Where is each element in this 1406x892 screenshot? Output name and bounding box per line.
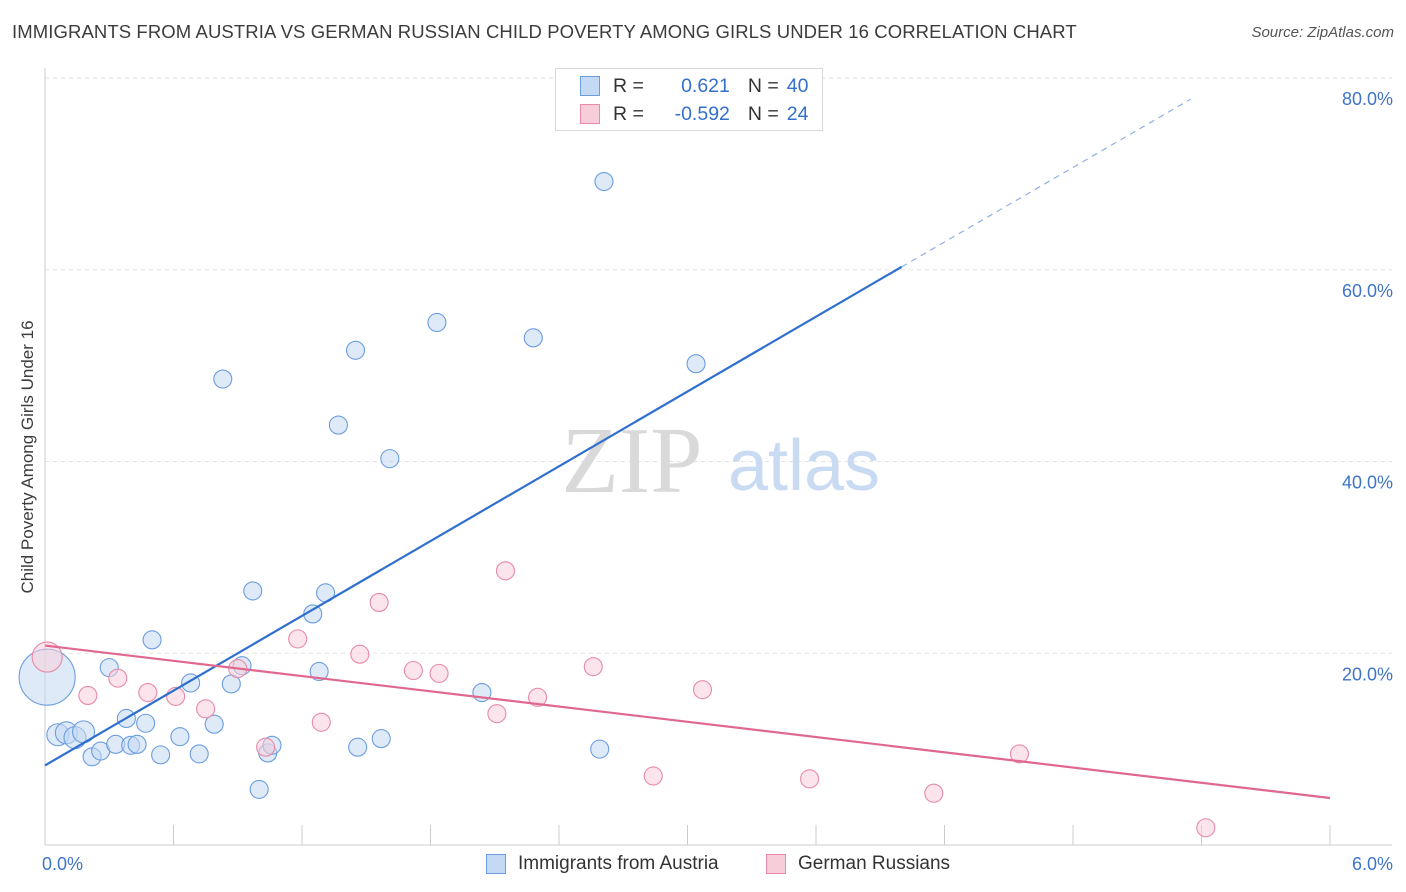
n-label: N = xyxy=(747,74,779,97)
german-russians-point xyxy=(1009,744,1030,764)
n-label: N = xyxy=(747,102,779,125)
y-tick-label: 20.0% xyxy=(1342,664,1393,684)
austria-point xyxy=(213,369,233,389)
german-russians-point xyxy=(528,687,548,707)
german-russians-point xyxy=(583,657,603,677)
data-points xyxy=(18,171,1216,838)
austria-swatch xyxy=(580,76,600,96)
german-russians-point xyxy=(196,699,216,719)
german-russians-point xyxy=(495,561,516,581)
austria-point xyxy=(348,737,368,757)
source-label: Source: ZipAtlas.com xyxy=(1251,24,1394,41)
watermark-atlas: atlas xyxy=(728,426,880,506)
chart-title: IMMIGRANTS FROM AUSTRIA VS GERMAN RUSSIA… xyxy=(12,21,1077,42)
austria-point xyxy=(380,449,400,469)
stats-row-german-russians: R = -0.592 N = 24 xyxy=(580,101,808,127)
austria-point xyxy=(686,354,706,374)
r-value: 0.621 xyxy=(681,74,730,97)
austria-point xyxy=(427,312,447,333)
austria-point xyxy=(127,734,147,754)
german-russians-point xyxy=(643,766,663,786)
austria-legend-label: Immigrants from Austria xyxy=(518,853,719,874)
austria-point xyxy=(345,340,366,360)
axes xyxy=(44,68,1392,846)
german-russians-point xyxy=(429,663,449,683)
german-russians-point xyxy=(800,769,820,789)
german-russians-point xyxy=(78,685,98,705)
austria-point xyxy=(136,713,156,733)
gridlines xyxy=(45,77,1392,654)
watermark: ZIP atlas xyxy=(562,409,881,513)
german-russians-legend-label: German Russians xyxy=(798,853,951,874)
austria-point xyxy=(523,328,543,348)
german-russians-point xyxy=(403,660,423,681)
n-value: 40 xyxy=(786,74,809,97)
austria-point xyxy=(170,727,190,747)
austria-point xyxy=(328,415,348,435)
austria-point xyxy=(151,745,171,765)
german-russians-legend-swatch xyxy=(766,854,786,874)
austria-point xyxy=(243,581,263,601)
x-tick-label-min: 0.0% xyxy=(42,854,83,874)
trend-lines xyxy=(44,98,1331,800)
german-russians-swatch xyxy=(580,104,600,124)
german-russians-point xyxy=(31,641,63,673)
german-russians-point xyxy=(924,783,944,803)
y-tick-label: 80.0% xyxy=(1342,89,1393,109)
austria-point xyxy=(249,779,269,799)
german-russians-point xyxy=(288,629,308,649)
stats-row-austria: R = 0.621 N = 40 xyxy=(580,73,808,99)
legend-item-austria[interactable]: Immigrants from Austria xyxy=(486,852,719,876)
german-russians-point xyxy=(138,683,158,703)
german-russians-point xyxy=(256,737,276,757)
austria-legend-swatch xyxy=(486,854,506,874)
austria-point xyxy=(142,630,162,650)
y-tick-label: 60.0% xyxy=(1342,281,1393,301)
german-russians-point xyxy=(108,668,128,688)
german-russians-point xyxy=(311,712,331,732)
tick-labels: 20.0% 40.0% 60.0% 80.0% 0.0% 6.0% xyxy=(42,89,1393,874)
german-russians-point xyxy=(692,680,713,700)
r-label: R = xyxy=(613,74,644,97)
austria-trend-line xyxy=(44,265,903,767)
german-russians-point xyxy=(487,704,507,724)
x-tick-label-max: 6.0% xyxy=(1352,854,1393,874)
austria-point xyxy=(371,729,391,749)
german-russians-point xyxy=(369,592,389,612)
stats-legend: R = 0.621 N = 40 R = -0.592 N = 24 xyxy=(555,68,823,131)
legend-item-german-russians[interactable]: German Russians xyxy=(766,852,950,876)
austria-point xyxy=(204,714,224,734)
austria-trend-extension xyxy=(901,98,1192,268)
austria-point xyxy=(594,171,614,192)
watermark-zip: ZIP xyxy=(562,409,703,513)
german-russians-point xyxy=(350,644,370,664)
n-value: 24 xyxy=(786,102,809,125)
german-russians-point xyxy=(1196,818,1216,838)
r-label: R = xyxy=(613,102,644,125)
austria-point xyxy=(189,744,209,764)
y-tick-label: 40.0% xyxy=(1342,473,1393,493)
german-russians-trend-line xyxy=(44,644,1331,800)
austria-point xyxy=(309,661,329,682)
r-value: -0.592 xyxy=(674,102,730,125)
austria-point xyxy=(590,739,610,759)
